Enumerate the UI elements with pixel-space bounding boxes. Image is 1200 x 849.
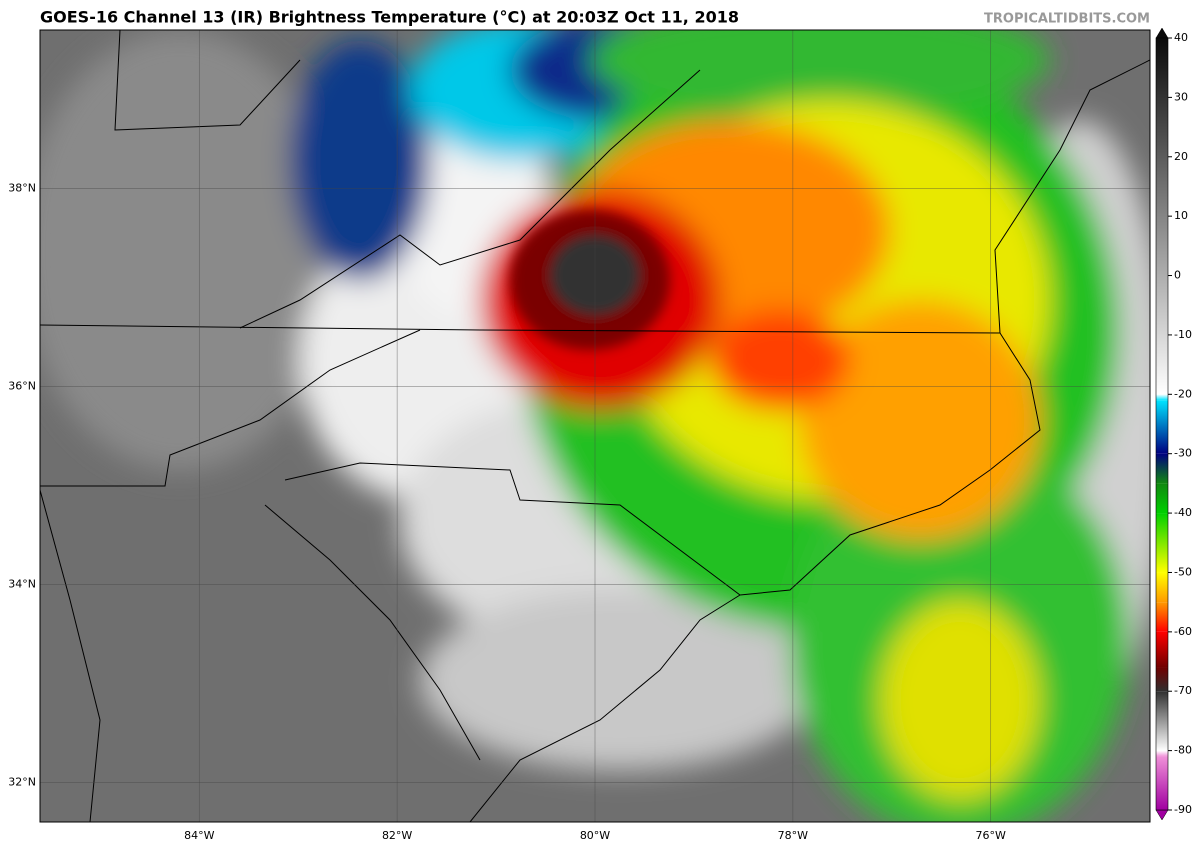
longitude-label: 78°W [778,829,808,842]
title: GOES-16 Channel 13 (IR) Brightness Tempe… [40,8,739,27]
colorbar-extend-top [1155,27,1169,39]
colorbar-frame [1155,37,1169,811]
colorbar-label: 30 [1174,90,1188,103]
boundaries [40,30,1150,822]
colorbar-segment [1156,400,1168,454]
satellite-imagery [40,30,1150,822]
longitude-label: 82°W [382,829,412,842]
colorbar-label: 0 [1174,269,1181,282]
longitude-label: 76°W [976,829,1006,842]
colorbar-label: 10 [1174,209,1188,222]
colorbar-label: -80 [1174,744,1192,757]
latitude-label: 36°N [8,379,36,392]
colorbar-extend-bottom [1155,809,1169,821]
colorbar-segment [1156,631,1168,668]
colorbar-label: -50 [1174,565,1192,578]
colorbar-segment [1156,483,1168,514]
colorbar-label: -60 [1174,625,1192,638]
colorbar-label: -20 [1174,387,1192,400]
colorbar-segment [1156,756,1168,810]
colorbar-label: 40 [1174,31,1188,44]
latitude-label: 38°N [8,181,36,194]
colorbar-segment [1156,667,1168,692]
colorbar-label: -70 [1174,684,1192,697]
colorbar-segment [1156,453,1168,484]
colorbar-label: -10 [1174,328,1192,341]
colorbar-segment [1156,691,1168,751]
colorbar-segment [1156,513,1168,573]
longitude-label: 84°W [184,829,214,842]
colorbar-segment [1156,750,1168,757]
colorbar-segment [1156,38,1168,395]
colorbar-segment [1156,572,1168,603]
colorbar-segment [1156,602,1168,632]
longitude-label: 80°W [580,829,610,842]
colorbar-label: -30 [1174,447,1192,460]
colorbar-label: 20 [1174,150,1188,163]
colorbar-label: -90 [1174,803,1192,816]
colorbar: -90 -80 -70 -60 -50 -40 -30 -20 -10 0 10 20 30 40 [1155,27,1192,821]
graticule [40,30,1150,822]
latitude-label: 32°N [8,775,36,788]
credit: TROPICALTIDBITS.COM [984,12,1150,27]
map-frame [39,29,1151,823]
colorbar-label: -40 [1174,506,1192,519]
latitude-label: 34°N [8,577,36,590]
colorbar-segment [1156,394,1168,401]
